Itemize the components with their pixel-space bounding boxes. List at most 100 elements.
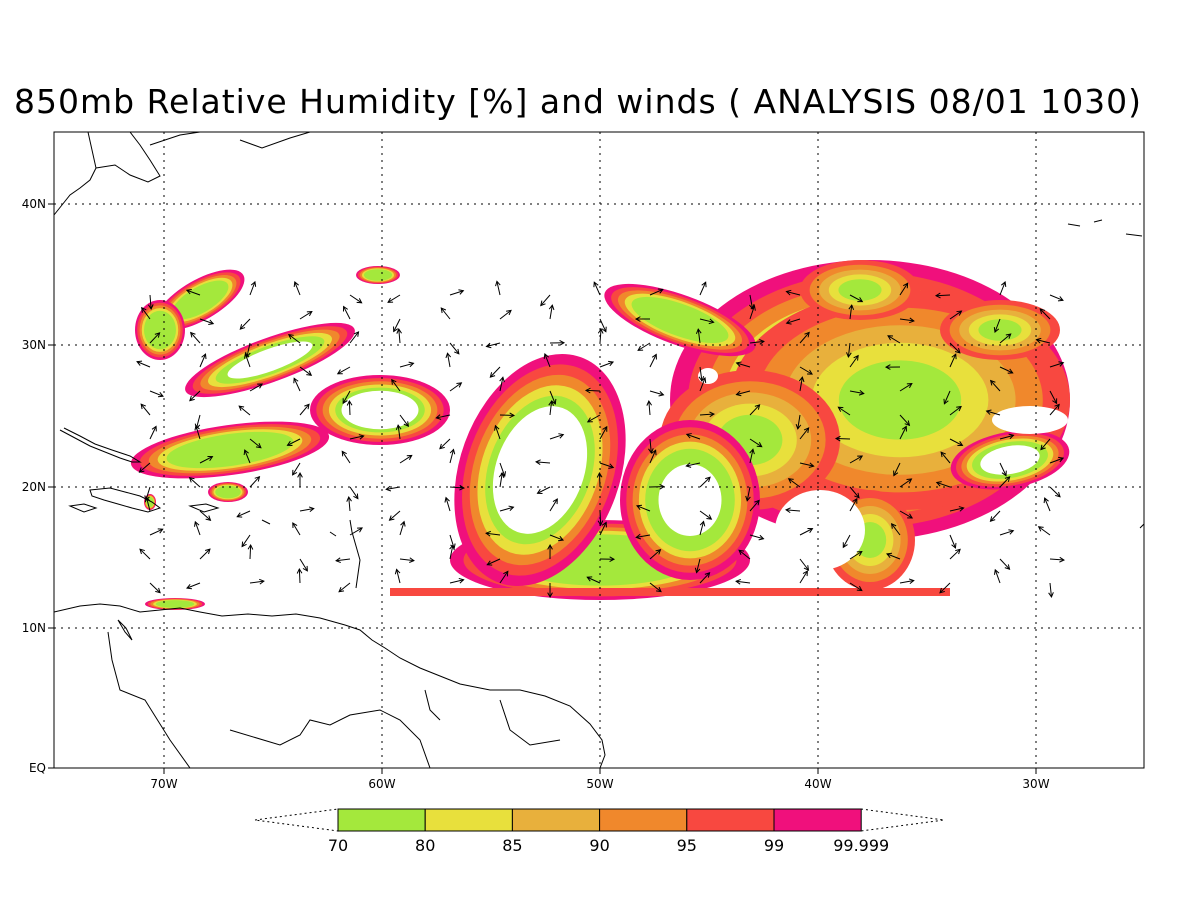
wind-arrow	[449, 382, 463, 392]
humidity-region	[145, 598, 205, 610]
wind-arrow	[887, 335, 901, 344]
wind-arrow	[699, 520, 706, 536]
wind-arrow	[449, 448, 456, 464]
wind-arrow	[387, 294, 401, 303]
coast-africa-edge	[1139, 523, 1144, 529]
wind-arrow	[849, 455, 864, 464]
wind-arrow	[239, 318, 251, 330]
wind-arrow	[338, 582, 351, 593]
colorbar-label: 85	[502, 836, 522, 855]
wind-arrow	[999, 558, 1011, 570]
wind-arrow	[199, 353, 207, 368]
colorbar-swatch	[773, 808, 862, 832]
wind-arrow	[649, 449, 657, 464]
wind-vectors	[136, 280, 1066, 599]
lat-tick-label: 10N	[22, 621, 46, 635]
wind-arrow	[498, 472, 505, 488]
wind-arrow	[149, 582, 161, 594]
wind-arrow	[249, 438, 262, 449]
colorbar-swatch	[424, 808, 513, 832]
wind-arrow	[649, 483, 666, 490]
wind-arrow	[399, 454, 413, 464]
wind-arrow	[899, 282, 909, 296]
wind-arrow	[199, 318, 215, 325]
wind-arrow	[549, 340, 566, 346]
wind-arrow	[842, 534, 851, 549]
humidity-region	[144, 494, 156, 510]
coast-nova-scotia	[149, 132, 311, 149]
wind-arrow	[139, 548, 151, 560]
wind-arrow	[449, 484, 466, 491]
wind-arrow	[636, 504, 651, 512]
wind-arrow	[149, 425, 157, 440]
wind-arrow	[798, 376, 805, 392]
wind-arrow	[499, 570, 509, 584]
coastlines	[54, 132, 1144, 768]
lat-tick-label: 30N	[22, 338, 46, 352]
wind-arrow	[435, 414, 451, 420]
humidity-edge	[390, 588, 950, 596]
wind-arrow	[699, 411, 716, 418]
wind-arrow	[1049, 556, 1066, 563]
wind-arrow	[749, 404, 761, 416]
wind-arrow	[495, 280, 501, 296]
wind-arrow	[699, 510, 713, 520]
wind-arrow	[299, 558, 308, 572]
wind-arrow	[185, 288, 201, 296]
wind-arrow	[849, 582, 863, 592]
wind-arrow	[189, 390, 201, 402]
wind-arrow	[548, 304, 555, 320]
colorbar-swatch	[337, 808, 426, 832]
wind-arrow	[147, 294, 154, 310]
latitude-labels: EQ 10N 20N 30N 40N	[22, 197, 54, 775]
colorbar-label: 80	[415, 836, 435, 855]
wind-arrow	[699, 376, 707, 392]
wind-arrow	[584, 387, 601, 394]
humidity-region	[620, 420, 760, 580]
wind-arrow	[499, 376, 505, 392]
humidity-region	[135, 300, 185, 360]
borders-south-america	[107, 631, 561, 768]
dry-pocket	[775, 490, 865, 570]
wind-arrow	[597, 510, 604, 527]
wind-arrow	[391, 378, 401, 392]
wind-arrow	[599, 521, 607, 536]
coast-puerto-rico	[188, 503, 220, 513]
wind-arrow	[949, 405, 962, 416]
wind-arrow	[886, 552, 901, 560]
wind-arrow	[244, 352, 251, 368]
wind-arrow	[699, 318, 715, 325]
colorbar-swatch	[599, 808, 688, 832]
coast-lesser-antilles	[261, 519, 361, 589]
wind-arrow	[785, 289, 801, 296]
wind-arrow	[599, 360, 615, 368]
wind-arrow	[599, 425, 608, 440]
coast-north-america	[54, 132, 161, 216]
wind-arrow	[249, 578, 265, 585]
wind-arrow	[292, 522, 301, 536]
colorbar-swatch	[511, 808, 601, 832]
lon-tick-label: 60W	[368, 777, 395, 791]
humidity-core	[940, 300, 1060, 360]
wind-arrow	[449, 577, 465, 584]
wind-arrow	[799, 462, 815, 468]
wind-arrow	[141, 306, 151, 320]
wind-arrow	[735, 361, 751, 368]
wind-arrow	[249, 280, 257, 296]
wind-arrow	[1049, 403, 1060, 416]
wind-arrow	[649, 549, 662, 560]
wind-arrow	[245, 342, 251, 358]
wind-arrow	[940, 451, 951, 464]
wind-arrow	[499, 505, 515, 512]
wind-arrow	[993, 318, 1001, 334]
wind-arrow	[499, 412, 516, 419]
wind-arrow	[999, 333, 1012, 344]
wind-arrow	[199, 548, 211, 560]
wind-arrow	[899, 382, 913, 392]
colorbar-label: 90	[589, 836, 609, 855]
wind-arrow	[394, 568, 401, 584]
wind-arrow	[194, 424, 201, 440]
colorbar-lower-extend	[254, 808, 339, 832]
wind-arrow	[943, 390, 951, 405]
